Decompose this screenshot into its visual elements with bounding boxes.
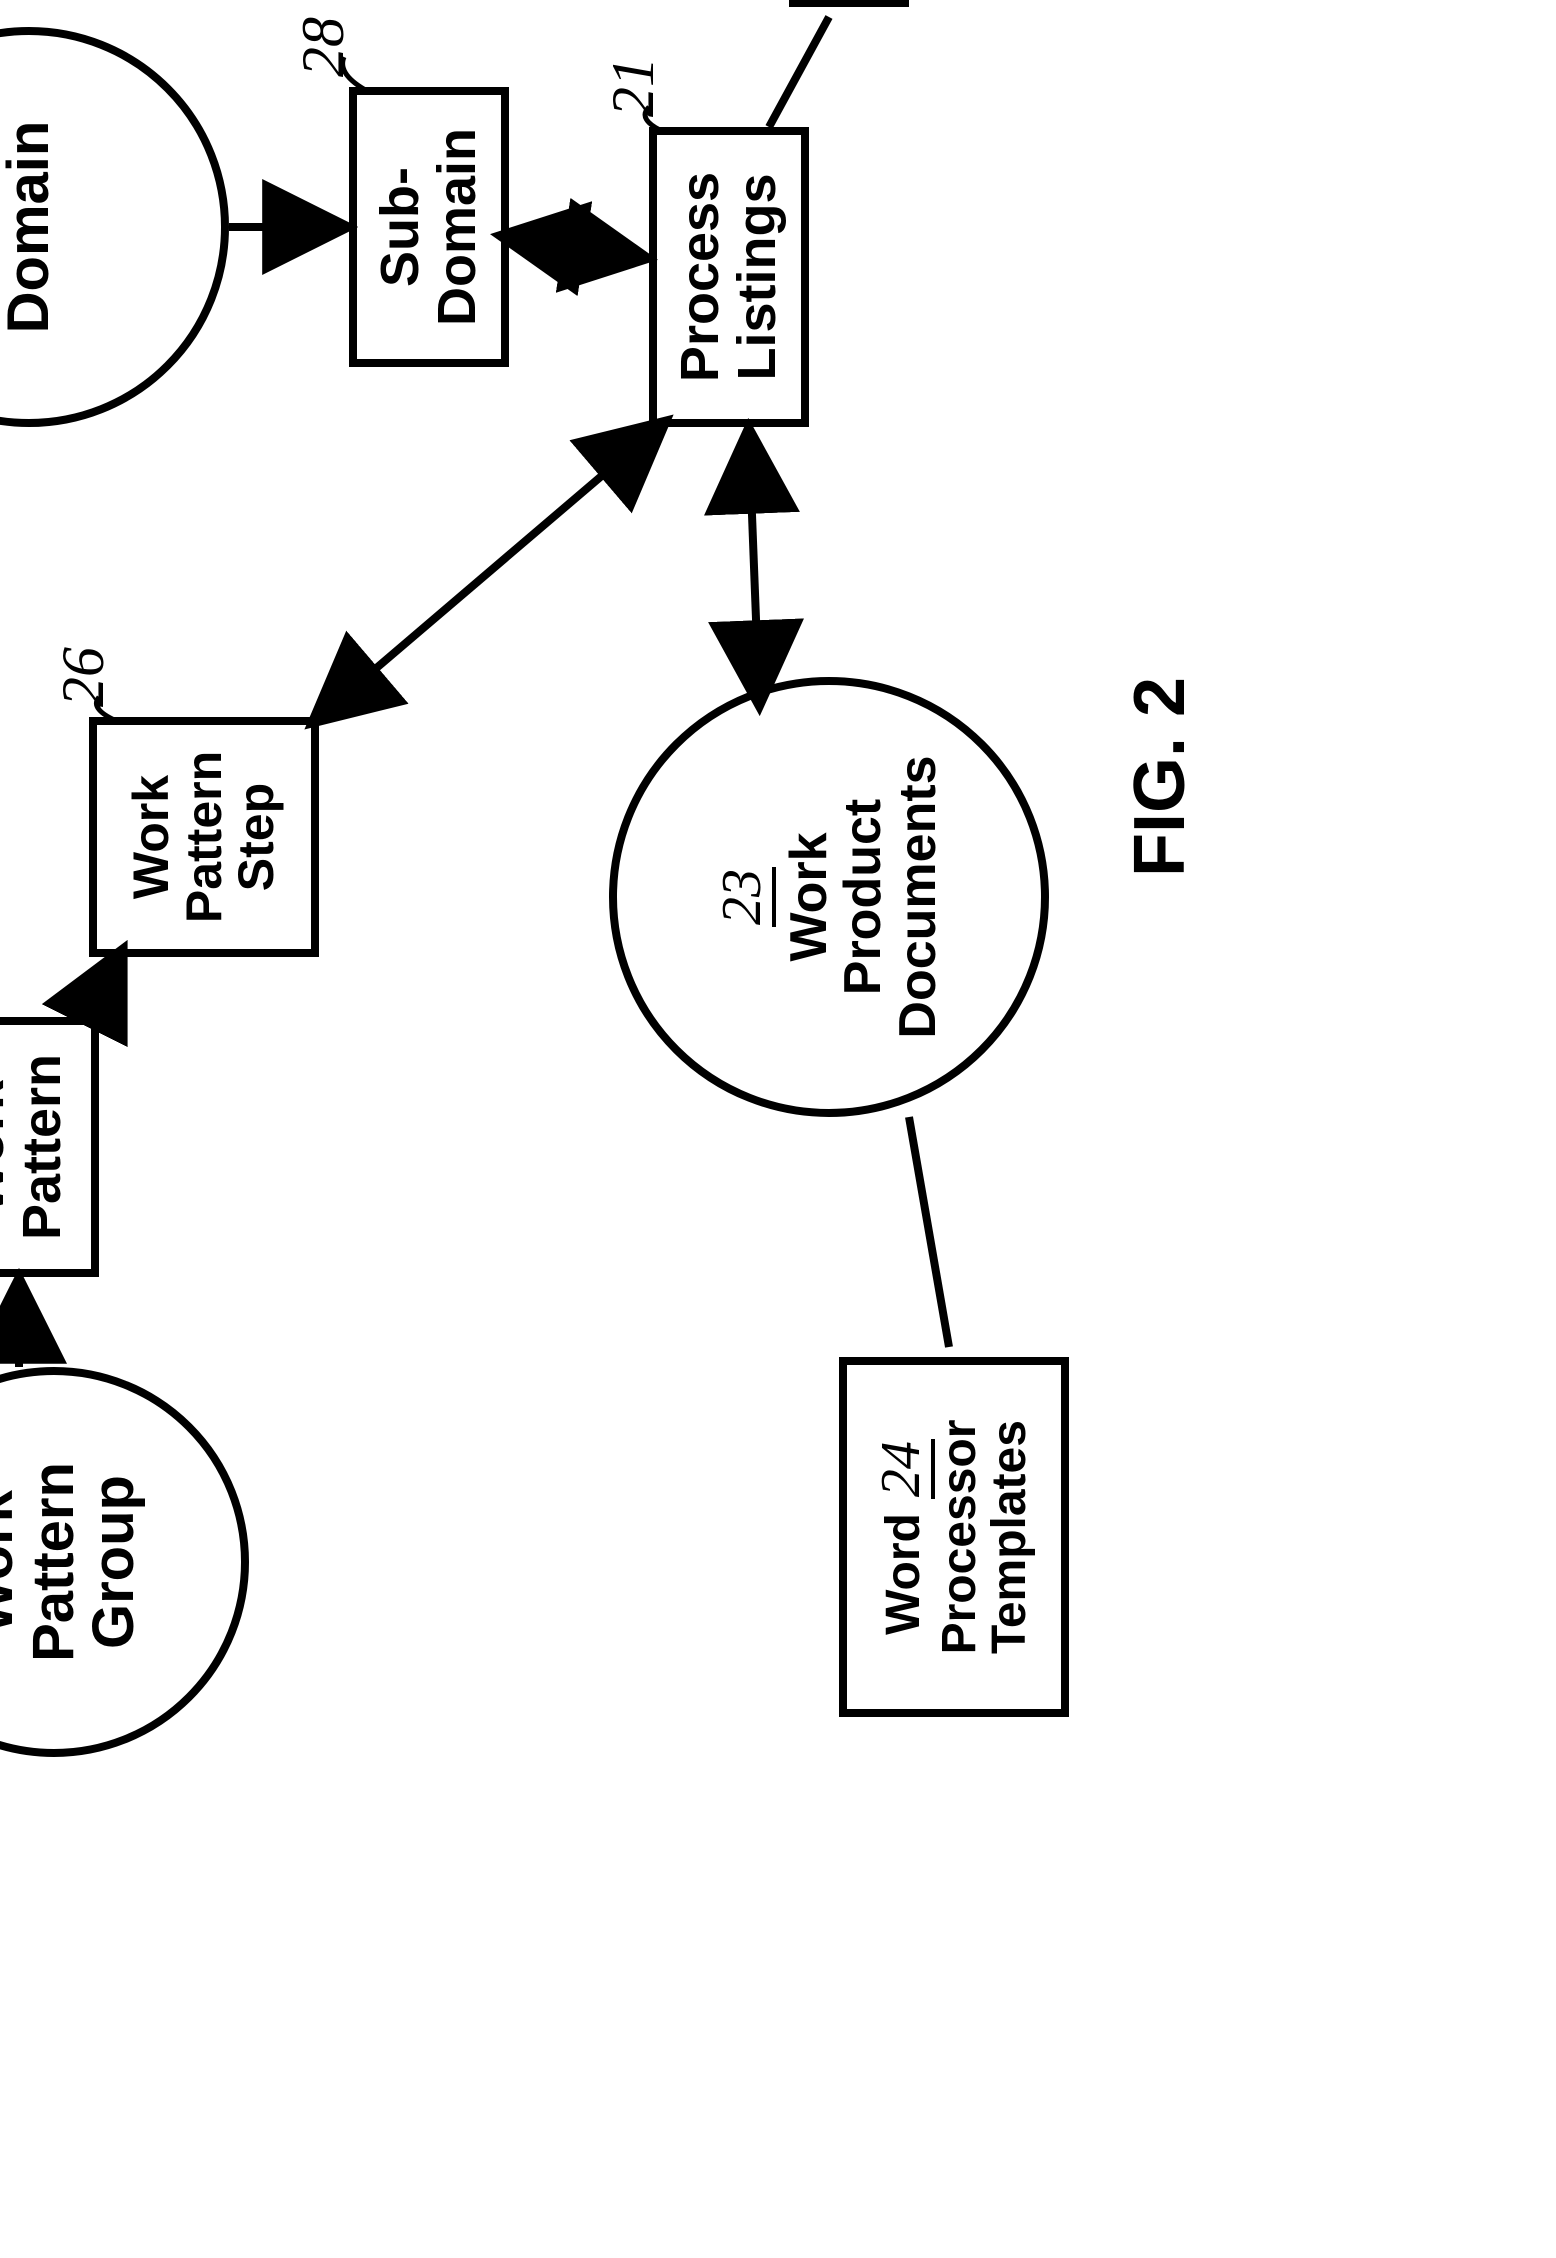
node-line: Listings: [729, 174, 786, 381]
node-line: Group: [84, 1475, 145, 1649]
node-line: Domain: [0, 121, 59, 334]
node-line: Process: [672, 172, 729, 382]
node-work-pattern: Work Pattern: [0, 1017, 99, 1277]
figure-label: FIG. 2: [1119, 677, 1201, 877]
node-line: Work: [782, 832, 837, 961]
node-line: Sub-: [372, 167, 429, 287]
node-line: Pattern: [178, 751, 231, 923]
ref-label-sub: 28: [289, 17, 358, 77]
node-line: Product: [836, 799, 891, 995]
node-line: Pattern: [24, 1462, 85, 1662]
node-line-with-ref: Word 24: [872, 1439, 935, 1635]
ref-label-pl: 21: [599, 57, 668, 117]
edge-sub-pl: [509, 237, 639, 257]
ref-label-wpd: 23: [713, 867, 776, 927]
edge-wpd-pl: [749, 437, 759, 697]
node-work-product-documents: 23 Work Product Documents: [609, 677, 1049, 1117]
node-domain: Domain: [0, 27, 229, 427]
node-line: Documents: [891, 755, 946, 1038]
node-word-processor-templates: Word 24 Processor Templates: [839, 1357, 1069, 1717]
node-line: Step: [230, 783, 283, 891]
edge-pl-proc: [769, 17, 829, 127]
edge-wpd-wpt: [909, 1117, 949, 1347]
node-work-pattern-group: Work Pattern Group: [0, 1367, 249, 1757]
node-process-listings: Process Listings: [649, 127, 809, 427]
node-line: Work: [125, 775, 178, 899]
node-sub-domain: Sub- Domain: [349, 87, 509, 367]
node-work-pattern-step: Work Pattern Step: [89, 717, 319, 957]
node-line: Templates: [985, 1420, 1035, 1654]
ref-label-wpt: 24: [872, 1439, 935, 1499]
node-procedure: Procedure: [789, 0, 909, 7]
node-line: Work: [0, 1490, 24, 1634]
edge-wps-pl: [319, 427, 659, 717]
node-line: Processor: [935, 1420, 985, 1655]
ref-label-wps: 26: [49, 647, 118, 707]
node-line: Pattern: [14, 1054, 71, 1240]
edge-wp-wps: [89, 957, 119, 1017]
node-line: Domain: [429, 128, 486, 326]
